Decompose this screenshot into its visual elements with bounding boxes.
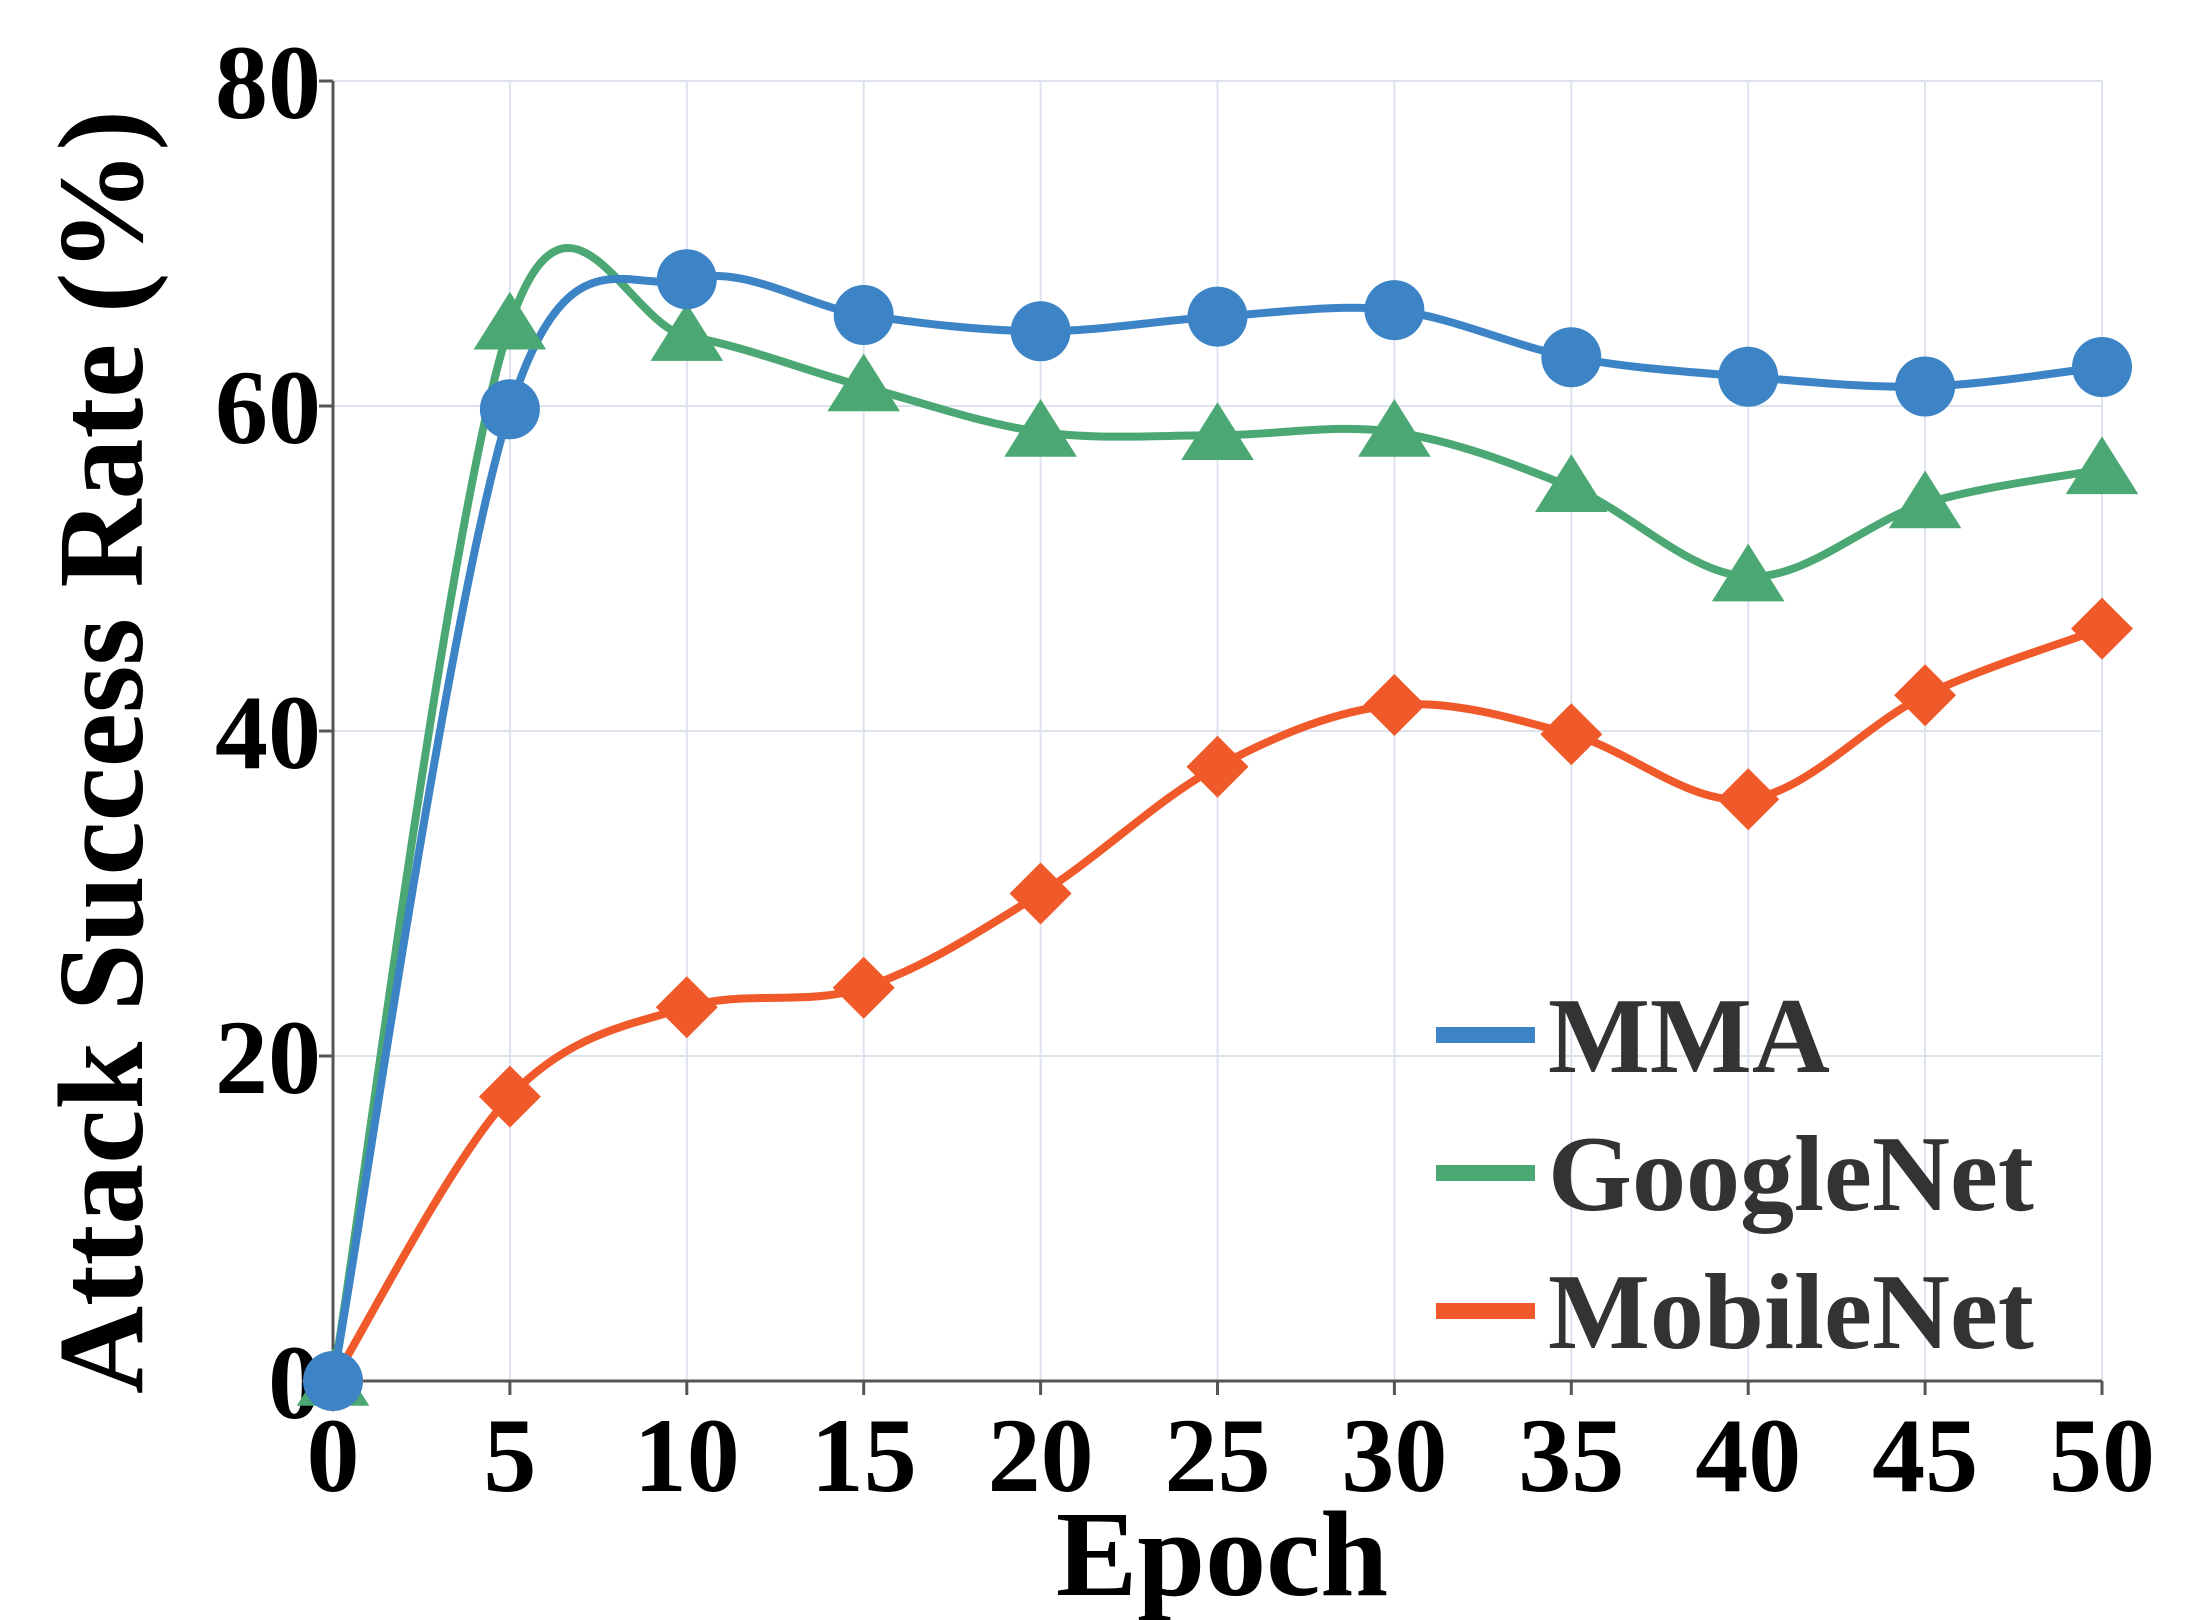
- x-tick-label-40: 40: [1695, 1397, 1801, 1514]
- point-mma-50: [2072, 337, 2132, 397]
- point-googlenet-45: [1888, 470, 1962, 529]
- axes: [319, 79, 2104, 1395]
- point-googlenet-5: [473, 291, 547, 350]
- point-mobilenet-45: [1894, 664, 1957, 727]
- point-mma-45: [1895, 356, 1956, 417]
- x-tick-label-45: 45: [1872, 1397, 1978, 1514]
- x-tick-label-35: 35: [1518, 1397, 1624, 1514]
- point-mma-30: [1364, 280, 1425, 341]
- y-tick-label-40: 40: [215, 674, 321, 791]
- point-googlenet-25: [1181, 402, 1254, 460]
- legend-label-googlenet: GoogleNet: [1548, 1115, 2034, 1234]
- point-googlenet-30: [1358, 399, 1431, 457]
- x-tick-label-5: 5: [483, 1397, 536, 1514]
- point-mma-15: [833, 285, 894, 345]
- y-tick-label-20: 20: [215, 999, 321, 1116]
- point-mobilenet-20: [1009, 862, 1072, 925]
- point-mobilenet-35: [1540, 703, 1603, 766]
- point-googlenet-40: [1711, 543, 1785, 602]
- x-tick-label-30: 30: [1341, 1397, 1447, 1514]
- x-tick-label-50: 50: [2049, 1397, 2155, 1514]
- point-googlenet-20: [1004, 399, 1077, 457]
- legend-label-mobilenet: MobileNet: [1548, 1253, 2034, 1372]
- y-axis-title: Attack Success Rate (%): [34, 110, 169, 1394]
- point-googlenet-15: [827, 353, 900, 412]
- point-mobilenet-50: [2071, 597, 2133, 660]
- point-mobilenet-5: [478, 1065, 541, 1128]
- legend: MMA GoogleNet MobileNet: [1436, 977, 2034, 1372]
- point-mobilenet-25: [1186, 735, 1249, 798]
- y-tick-label-60: 60: [215, 349, 321, 466]
- x-tick-label-10: 10: [634, 1397, 740, 1514]
- point-googlenet-10: [650, 303, 724, 361]
- point-mma-10: [656, 249, 717, 310]
- series-line-mobilenet: [329, 624, 2106, 1385]
- y-tick-label-80: 80: [215, 24, 321, 141]
- point-mma-25: [1187, 286, 1248, 347]
- x-tick-labels: 0 5 10 15 20 25 30 35 40 45 50: [307, 1397, 2156, 1514]
- point-mobilenet-10: [655, 976, 718, 1039]
- legend-label-mma: MMA: [1548, 977, 1830, 1096]
- marker-layer: [296, 249, 2139, 1412]
- point-mma-20: [1010, 301, 1071, 362]
- x-axis-title: Epoch: [1056, 1487, 1388, 1620]
- x-tick-label-25: 25: [1165, 1397, 1271, 1514]
- point-mobilenet-30: [1363, 674, 1426, 736]
- point-mma-35: [1541, 327, 1602, 388]
- x-tick-label-0: 0: [307, 1397, 360, 1514]
- point-mma-0: [303, 1351, 363, 1411]
- point-mma-5: [479, 379, 540, 440]
- point-mobilenet-40: [1717, 768, 1780, 831]
- x-tick-label-20: 20: [988, 1397, 1094, 1514]
- point-googlenet-50: [2065, 436, 2139, 495]
- point-googlenet-35: [1535, 454, 1608, 512]
- point-mobilenet-15: [832, 956, 895, 1019]
- point-mma-40: [1718, 346, 1779, 407]
- x-tick-label-15: 15: [811, 1397, 917, 1514]
